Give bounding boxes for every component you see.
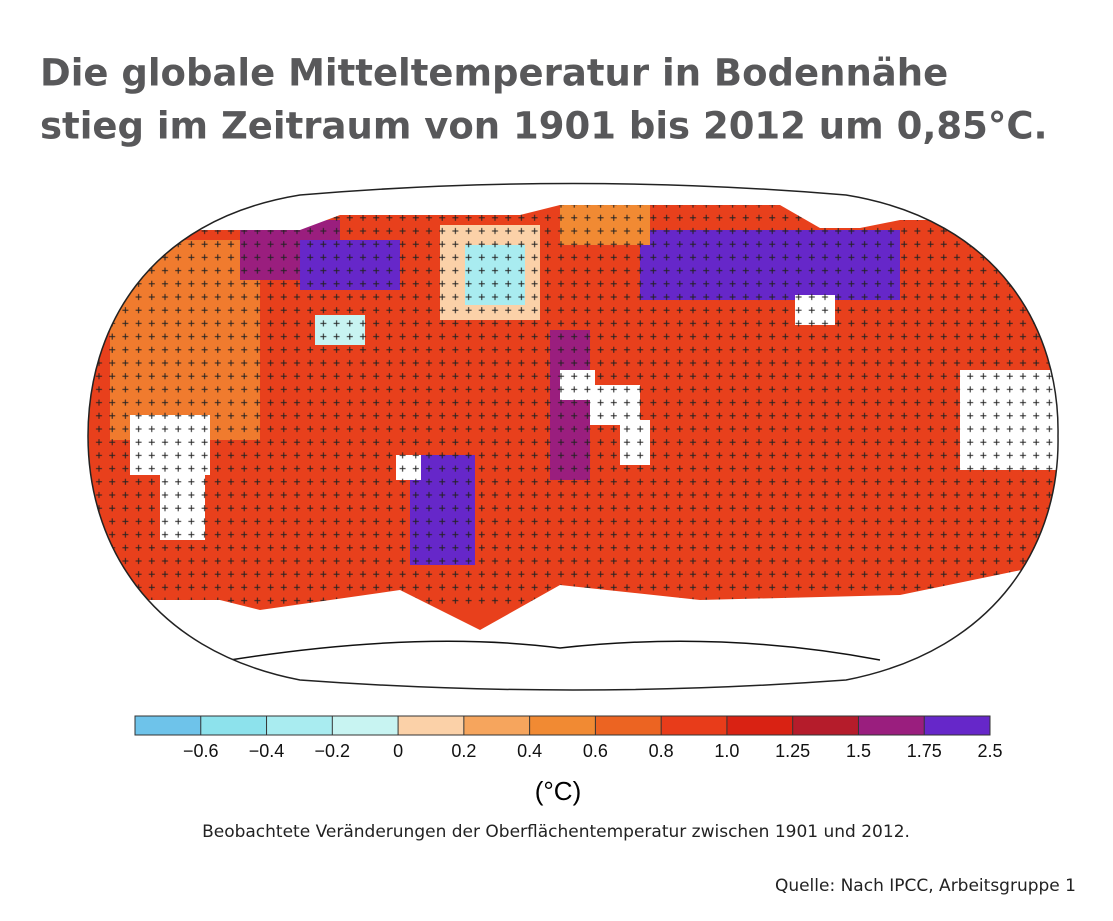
colorbar-segment <box>726 716 793 735</box>
colorbar-segment <box>661 716 727 735</box>
map-outline <box>87 182 1059 691</box>
title-line: stieg im Zeitraum von 1901 bis 2012 um 0… <box>40 105 1048 148</box>
source: Quelle: Nach IPCC, Arbeitsgruppe 1 <box>775 876 1076 896</box>
colorbar-tick-label: 1.0 <box>714 741 739 761</box>
colorbar-tick-label: 0.4 <box>517 741 542 761</box>
colorbar-segment <box>595 716 662 735</box>
colorbar-tick-label: 1.75 <box>907 741 942 761</box>
title-line: Die globale Mitteltemperatur in Bodennäh… <box>40 52 948 95</box>
caption: Beobachtete Veränderungen der Oberfläche… <box>202 822 910 842</box>
colorbar-segment <box>463 716 530 735</box>
colorbar-tick-label: −0.4 <box>249 741 285 761</box>
colorbar-unit: (°C) <box>535 776 582 806</box>
colorbar-tick-label: −0.2 <box>315 741 351 761</box>
colorbar-segment <box>200 716 267 735</box>
colorbar-tick-label: 0.6 <box>583 741 608 761</box>
colorbar-segment <box>135 716 201 735</box>
colorbar-tick-label: 0 <box>393 741 403 761</box>
colorbar-tick-label: −0.6 <box>183 741 219 761</box>
colorbar-segment <box>332 716 399 735</box>
colorbar-segment <box>529 716 596 735</box>
colorbar: −0.6 −0.4 −0.2 0 0.2 0.4 0.6 0.8 1.0 1.25 1.5 1.75 2… <box>134 715 1003 761</box>
colorbar-segment <box>398 716 464 735</box>
colorbar-tick-label: 2.5 <box>977 741 1002 761</box>
colorbar-tick-label: 0.2 <box>451 741 476 761</box>
map <box>88 183 1059 690</box>
colorbar-tick-label: 1.25 <box>775 741 810 761</box>
colorbar-segment <box>266 716 333 735</box>
colorbar-tick-label: 1.5 <box>846 741 871 761</box>
colorbar-segment <box>792 716 859 735</box>
colorbar-segment <box>858 716 925 735</box>
colorbar-segment <box>924 716 990 735</box>
colorbar-tick-label: 0.8 <box>649 741 674 761</box>
